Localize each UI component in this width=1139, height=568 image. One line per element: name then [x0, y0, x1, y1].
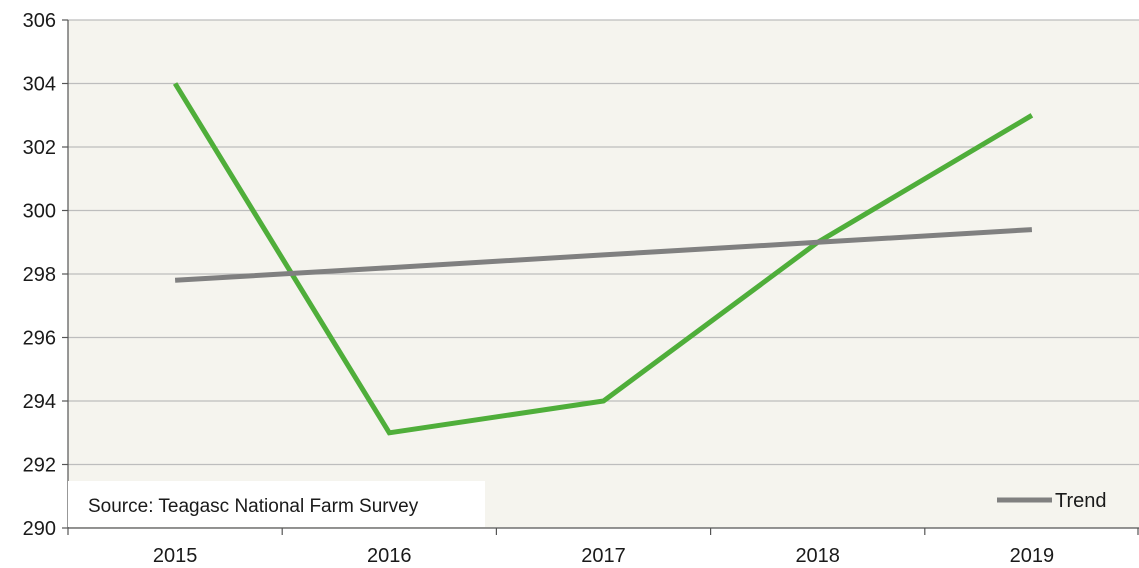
source-annotation: Source: Teagasc National Farm Survey	[88, 496, 419, 517]
y-tick-label: 306	[23, 10, 56, 32]
y-tick-label: 300	[23, 201, 56, 223]
x-tick-label: 2016	[367, 545, 412, 567]
y-tick-label: 290	[23, 518, 56, 540]
y-tick-label: 302	[23, 137, 56, 159]
y-tick-label: 296	[23, 328, 56, 350]
y-tick-label: 298	[23, 264, 56, 286]
y-tick-label: 292	[23, 455, 56, 477]
legend: Trend	[997, 490, 1107, 512]
x-axis-ticks: 2015 2016 2017 2018 2019	[67, 528, 1139, 567]
x-tick-label: 2017	[581, 545, 626, 567]
series-lines	[172, 82, 1034, 436]
x-tick-label: 2019	[1010, 545, 1055, 567]
y-axis-ticks: 290 292 294 296 298 300 302 304 306	[23, 10, 68, 540]
y-tick-label: 294	[23, 391, 56, 413]
legend-label-trend: Trend	[1055, 490, 1107, 512]
x-tick-label: 2015	[153, 545, 198, 567]
x-tick-label: 2018	[795, 545, 840, 567]
source-annotation-box: Source: Teagasc National Farm Survey	[68, 481, 485, 527]
y-tick-label: 304	[23, 74, 56, 96]
